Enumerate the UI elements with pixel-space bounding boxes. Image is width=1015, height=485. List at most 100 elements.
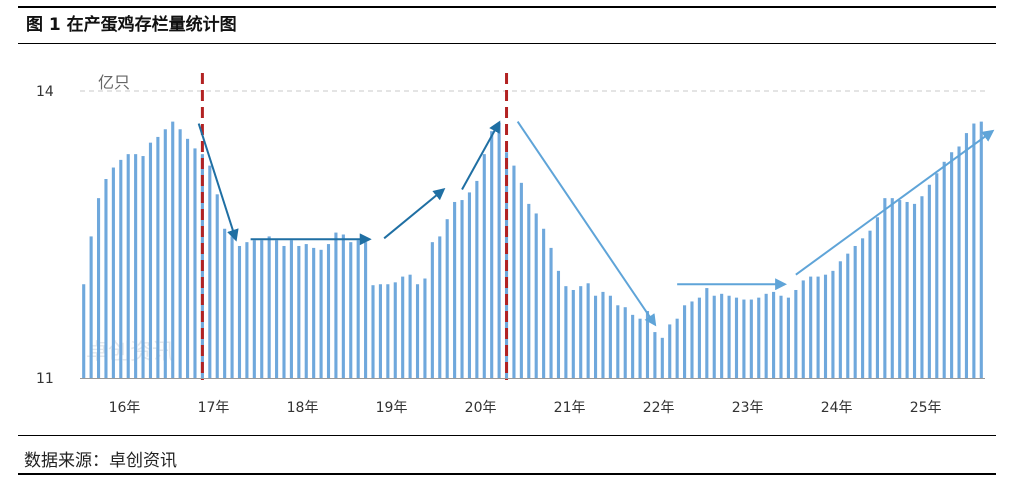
x-tick-label: 22年	[643, 400, 675, 416]
bar	[690, 301, 694, 378]
bar	[297, 245, 301, 378]
bar	[579, 286, 583, 378]
x-tick-label: 17年	[198, 400, 230, 416]
bar	[742, 299, 746, 378]
bar	[519, 182, 523, 378]
bar	[230, 236, 234, 378]
bar	[208, 165, 212, 378]
bar	[927, 184, 931, 378]
bar	[475, 180, 479, 378]
bar	[186, 138, 190, 378]
bar	[794, 289, 798, 378]
bar	[853, 245, 857, 378]
bar	[237, 245, 242, 378]
y-tick-label: 11	[36, 371, 54, 387]
x-tick-label: 19年	[376, 400, 408, 416]
bar	[972, 123, 976, 378]
trend-arrow	[197, 123, 239, 242]
bar	[275, 240, 279, 378]
y-tick-label: 14	[36, 84, 54, 100]
bar	[171, 121, 175, 378]
bar	[364, 242, 368, 378]
bar	[104, 179, 108, 378]
bar	[378, 284, 382, 378]
bar	[252, 240, 256, 378]
x-tick-label: 16年	[109, 400, 141, 416]
bar	[786, 297, 790, 378]
title-rule	[18, 43, 996, 44]
bar	[631, 314, 635, 378]
x-tick-label: 20年	[465, 400, 497, 416]
bar	[267, 236, 271, 378]
bar	[608, 295, 612, 378]
bar	[920, 196, 924, 378]
bar	[734, 297, 739, 378]
bar	[846, 253, 850, 378]
bar	[683, 305, 687, 378]
x-tick-label: 23年	[732, 400, 764, 416]
bar	[638, 318, 642, 378]
bar	[282, 245, 286, 378]
bar	[905, 201, 909, 378]
bar	[178, 129, 182, 378]
bar	[534, 213, 538, 378]
bar	[883, 198, 887, 378]
bottom-rule	[18, 473, 996, 475]
bar	[979, 121, 983, 378]
bar	[549, 247, 553, 378]
bar	[126, 154, 130, 378]
trend-arrow	[795, 129, 995, 276]
bar	[653, 332, 657, 378]
bar	[912, 203, 917, 378]
bar	[764, 293, 768, 378]
figure-title: 图 1 在产蛋鸡存栏量统计图	[26, 15, 237, 35]
bar	[890, 198, 894, 378]
bar	[319, 249, 323, 378]
bar	[156, 136, 160, 378]
x-tick-label: 21年	[554, 400, 586, 416]
bar	[245, 242, 249, 378]
bar	[134, 154, 138, 378]
bar	[623, 307, 627, 378]
bar	[542, 228, 546, 378]
bar	[304, 244, 308, 378]
bar	[386, 284, 390, 378]
bar	[141, 156, 145, 378]
annotations-layer	[197, 73, 995, 380]
bar	[215, 194, 219, 378]
bar	[668, 324, 672, 378]
bar	[645, 311, 650, 378]
bar	[96, 198, 101, 378]
bar	[712, 295, 716, 378]
x-tick-label: 25年	[910, 400, 942, 416]
bar	[482, 154, 486, 378]
axes-layer: 11 14 亿只 16年 17年 18年 19年 20年 21年 22年 23年 24年 25年	[36, 73, 985, 416]
bar	[957, 146, 961, 378]
bar	[349, 242, 353, 378]
trend-arrow	[383, 188, 446, 240]
bar	[460, 200, 464, 378]
bar	[163, 129, 167, 378]
bar	[757, 297, 761, 378]
bar	[772, 291, 776, 378]
bar	[341, 234, 345, 378]
bar	[660, 337, 664, 378]
bar	[838, 261, 842, 378]
bar	[616, 305, 620, 378]
bar	[438, 236, 442, 378]
bar	[193, 148, 197, 378]
bar	[935, 173, 939, 378]
trend-arrow	[516, 121, 657, 327]
bar	[423, 278, 427, 378]
bar	[749, 299, 753, 378]
bar	[119, 159, 123, 378]
bar	[415, 284, 420, 378]
bar	[942, 161, 946, 378]
trend-arrow	[461, 120, 501, 191]
bar	[408, 274, 412, 378]
bar	[964, 133, 969, 378]
bar	[720, 293, 724, 378]
top-rule	[18, 6, 996, 8]
bar	[950, 152, 954, 378]
bar	[111, 167, 115, 378]
